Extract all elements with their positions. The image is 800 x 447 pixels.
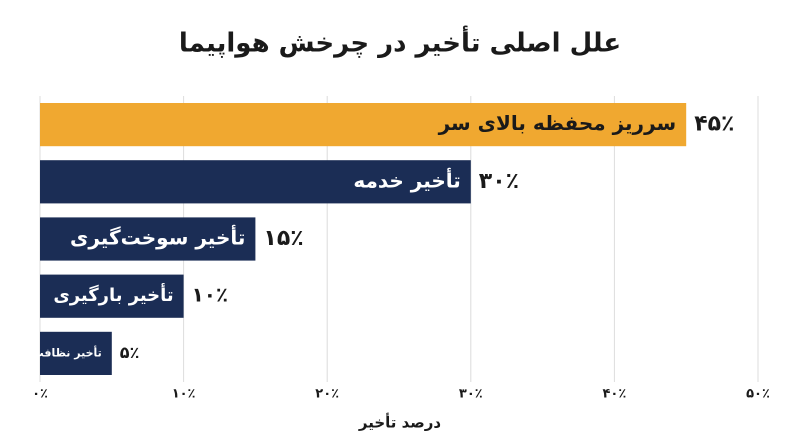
bar xyxy=(40,274,184,318)
x-tick-label: ۱۰٪ xyxy=(172,387,196,402)
value-label: ۱۰٪ xyxy=(192,283,229,307)
x-tick-label: ۰٪ xyxy=(32,387,48,402)
x-tick-label: ۴۰٪ xyxy=(602,387,626,402)
bar-label: تأخیر بارگیری xyxy=(53,283,173,306)
x-tick-label: ۳۰٪ xyxy=(459,387,483,402)
bar-label: تأخیر نظافت xyxy=(33,345,102,359)
value-label: ۱۵٪ xyxy=(263,226,303,251)
chart-title: علل اصلی تأخیر در چرخش هواپیما xyxy=(179,26,621,59)
value-label: ۳۰٪ xyxy=(479,169,519,194)
bar-label: تأخیر خدمه xyxy=(353,166,460,192)
bar xyxy=(40,160,471,204)
bar xyxy=(40,217,256,261)
x-tick-label: ۲۰٪ xyxy=(315,387,339,402)
bar-label: تأخیر سوخت‌گیری xyxy=(70,224,245,250)
x-tick-label: ۵۰٪ xyxy=(746,387,770,402)
bar xyxy=(40,103,687,147)
bar xyxy=(40,331,112,375)
bar-label: سرریز محفظه بالای سر xyxy=(438,111,677,135)
x-axis-label: درصد تأخیر xyxy=(358,413,442,432)
value-label: ۵٪ xyxy=(120,343,140,362)
value-label: ۴۵٪ xyxy=(694,112,734,137)
